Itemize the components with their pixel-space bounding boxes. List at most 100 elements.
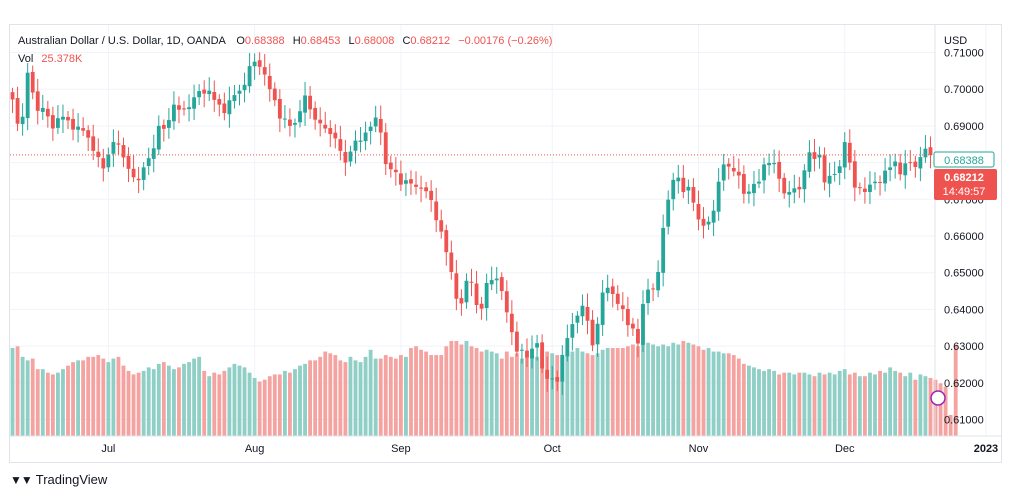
volume-bar xyxy=(570,351,575,436)
candle xyxy=(91,124,96,161)
close-price-tag: 0.68212 14:49:57 xyxy=(934,169,997,200)
candle xyxy=(419,175,423,203)
volume-bar xyxy=(953,344,958,436)
volume-bar xyxy=(757,369,761,436)
candle xyxy=(116,130,121,155)
candle xyxy=(217,94,222,117)
volume-bar xyxy=(565,351,570,436)
symbol-title: Australian Dollar / U.S. Dollar, 1D, OAN… xyxy=(18,35,226,47)
candle xyxy=(328,120,333,148)
y-tick-label: 0.62000 xyxy=(944,378,984,390)
candle xyxy=(272,82,277,107)
candle xyxy=(126,147,131,183)
volume-bar xyxy=(610,348,615,436)
ohlc-legend: Australian Dollar / U.S. Dollar, 1D, OAN… xyxy=(18,35,552,47)
volume-bar xyxy=(363,356,368,436)
volume-bar xyxy=(948,414,953,436)
volume-bar xyxy=(625,346,630,436)
volume-bar xyxy=(630,344,635,436)
candle xyxy=(736,158,741,189)
candle xyxy=(182,100,186,116)
volume-legend: Vol 25.378K xyxy=(18,53,82,65)
volume-bar xyxy=(247,372,252,436)
candle xyxy=(151,134,156,173)
volume-bar xyxy=(852,372,857,436)
candle xyxy=(782,173,787,199)
tradingview-logo[interactable]: ▼▼ TradingView xyxy=(10,472,107,487)
candle xyxy=(883,158,888,192)
volume-bar xyxy=(862,376,867,436)
volume-bar xyxy=(267,376,272,436)
candle xyxy=(161,119,166,142)
candle xyxy=(787,180,792,208)
candle xyxy=(232,84,237,109)
candle xyxy=(343,139,348,176)
volume-bar xyxy=(333,355,338,436)
candle xyxy=(630,317,635,337)
candle xyxy=(111,129,116,167)
volume-bar xyxy=(222,370,227,436)
candle xyxy=(550,365,555,390)
candle xyxy=(540,334,545,373)
candle xyxy=(308,86,313,119)
volume-bar xyxy=(187,362,191,436)
volume-bar xyxy=(812,376,817,436)
volume-bar xyxy=(762,370,766,436)
candle xyxy=(434,187,439,233)
volume-bar xyxy=(651,344,655,436)
candle xyxy=(267,63,272,102)
volume-bar xyxy=(888,367,893,436)
volume-bar xyxy=(81,360,86,436)
volume-bar xyxy=(378,358,383,436)
volume-bar xyxy=(111,358,116,436)
volume-bar xyxy=(131,374,136,436)
price-axis: 0.710000.700000.690000.680000.670000.660… xyxy=(944,48,984,427)
candle xyxy=(257,52,262,76)
volume-bar xyxy=(383,355,388,436)
scroll-marker-icon[interactable] xyxy=(930,390,946,406)
candle xyxy=(40,94,45,120)
volume-bar xyxy=(277,374,282,436)
volume-bar xyxy=(600,349,605,436)
volume-bar xyxy=(893,370,898,436)
volume-bar xyxy=(792,374,797,436)
candle xyxy=(368,121,373,145)
candle xyxy=(106,147,111,173)
candle xyxy=(706,216,711,231)
volume-bar xyxy=(353,360,358,436)
candle xyxy=(620,292,625,322)
volume-bar xyxy=(777,374,782,436)
candle xyxy=(464,273,469,309)
candle xyxy=(156,115,161,156)
y-tick-label: 0.64000 xyxy=(944,304,984,316)
volume-bar xyxy=(368,349,373,436)
x-tick-label: Jul xyxy=(101,443,115,455)
volume-bar xyxy=(752,367,756,436)
volume-bar xyxy=(192,358,197,436)
candle xyxy=(686,179,691,205)
volume-bar xyxy=(86,356,91,436)
candle xyxy=(691,178,696,212)
volume-bar xyxy=(237,365,242,436)
candle xyxy=(298,99,302,128)
volume-bar xyxy=(908,372,913,436)
candle xyxy=(333,124,338,149)
volume-bar xyxy=(172,369,176,436)
candle xyxy=(121,137,126,168)
volume-bar xyxy=(883,372,888,436)
candle xyxy=(177,96,181,124)
volume-bar xyxy=(197,356,202,436)
candle xyxy=(489,266,494,291)
candle xyxy=(393,157,398,186)
candle xyxy=(762,157,766,194)
candle xyxy=(499,272,504,300)
candle xyxy=(404,172,408,196)
candle xyxy=(625,296,630,337)
y-tick-label: 0.69000 xyxy=(944,121,984,133)
candle xyxy=(555,370,560,392)
candle xyxy=(383,123,388,176)
volume-bar xyxy=(419,349,423,436)
y-tick-label: 0.61000 xyxy=(944,414,984,426)
x-tick-label: Nov xyxy=(689,443,709,455)
